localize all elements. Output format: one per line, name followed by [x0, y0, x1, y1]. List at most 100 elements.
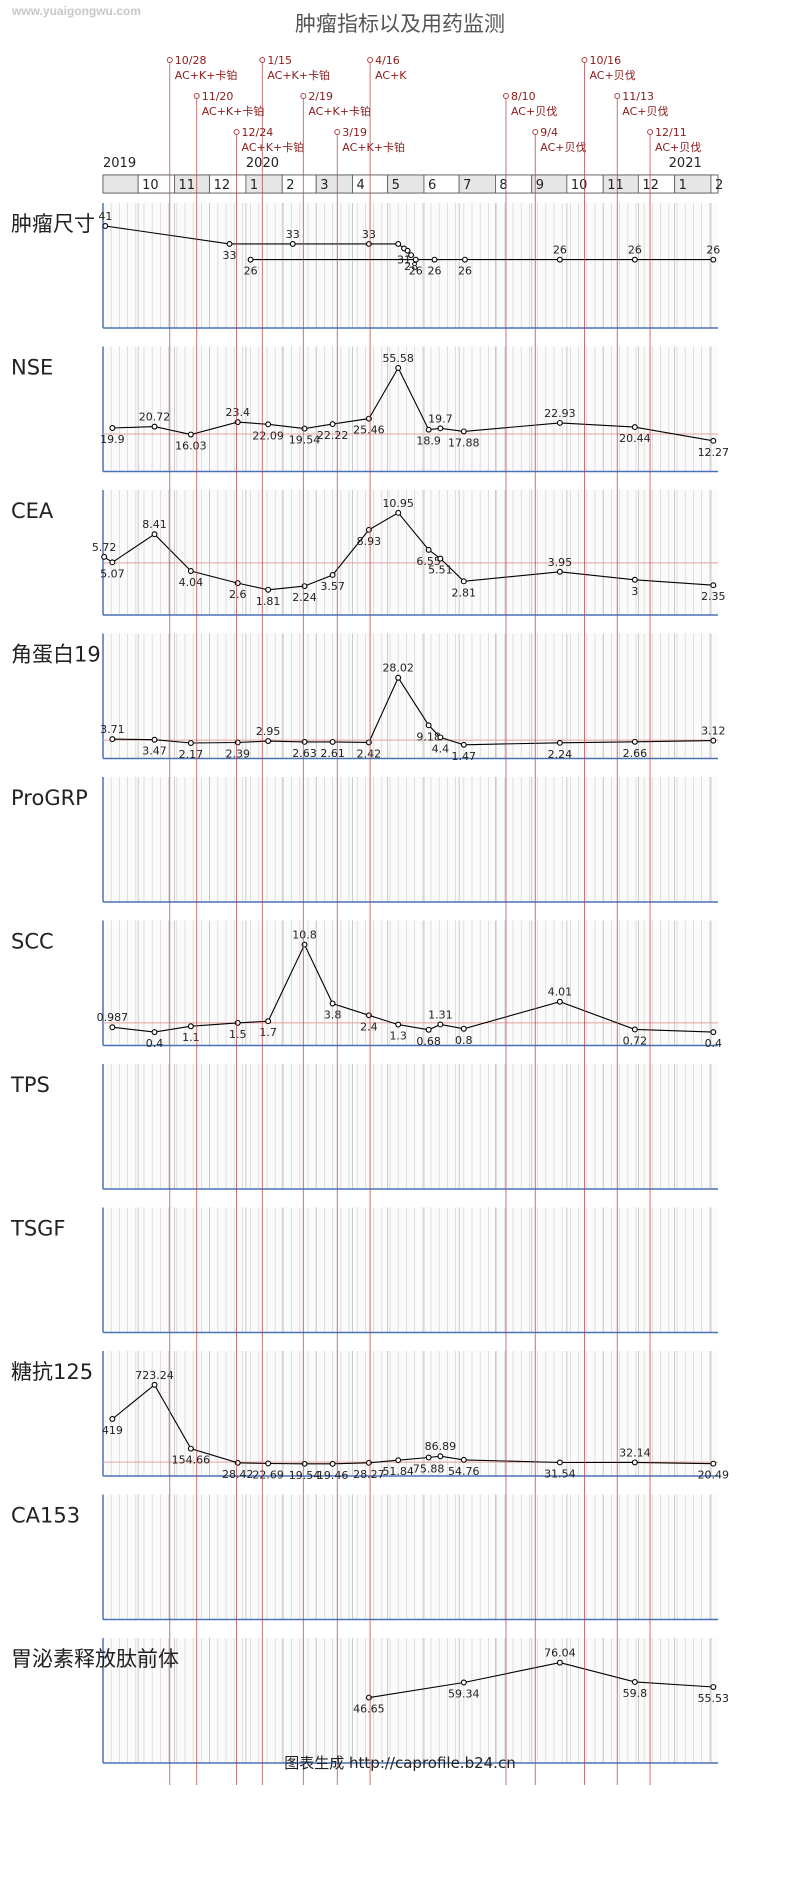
month-label: 12: [642, 178, 659, 193]
data-label: 2.66: [623, 747, 648, 760]
annotation-regimen: AC+贝伐: [540, 141, 586, 154]
data-point: [265, 586, 272, 593]
annotation-date: 10/28: [175, 54, 207, 67]
data-label: 26: [409, 265, 423, 278]
data-label: 0.4: [705, 1037, 723, 1050]
data-point: [301, 425, 308, 432]
data-point: [437, 555, 444, 562]
data-point: [425, 1454, 432, 1461]
data-point: [301, 1460, 308, 1467]
month-cell: [710, 174, 719, 194]
month-label: 7: [463, 178, 471, 193]
annotation-date: 9/4: [540, 126, 558, 139]
data-label: 28.42: [222, 1468, 254, 1481]
data-label: 3.8: [324, 1009, 342, 1022]
panel-name: CA153: [11, 1504, 80, 1528]
data-label: 19.54: [289, 434, 321, 447]
data-point: [187, 740, 194, 746]
panel-background: [103, 1064, 718, 1189]
panel-name: 肿瘤尺寸: [11, 212, 95, 236]
annotation-date: 3/19: [342, 126, 367, 139]
month-label: 2: [715, 178, 723, 193]
data-point: [631, 1459, 638, 1466]
data-point: [151, 423, 158, 430]
panel-background: [103, 1351, 718, 1476]
data-point: [631, 576, 638, 583]
data-label: 26: [458, 265, 472, 278]
panel-3: CEA 5.72 5.07 8.41 4.04 2.6 1.81 2.243.57 8.93 10…: [11, 490, 726, 616]
data-label: 9.18: [416, 730, 441, 743]
data-point: [234, 1459, 241, 1466]
data-label: 0.4: [146, 1037, 164, 1050]
month-label: 11: [178, 178, 195, 193]
data-label: 3: [631, 585, 638, 598]
data-label: 6.55: [416, 555, 441, 568]
data-point: [247, 256, 254, 263]
data-label: 32.14: [619, 1446, 651, 1459]
data-label: 1.7: [259, 1026, 277, 1039]
annotation-marker: [193, 93, 200, 99]
data-point: [234, 419, 241, 426]
month-label: 10: [571, 178, 588, 193]
data-point: [408, 252, 415, 259]
panel-background: [103, 1638, 718, 1763]
annotation-date: 1/15: [267, 54, 292, 67]
data-label: 3.95: [548, 556, 573, 569]
data-label: 25.46: [353, 424, 385, 437]
annotation-regimen: AC+K+卡铂: [202, 104, 265, 118]
data-label: 28: [404, 260, 418, 273]
annotation-marker: [581, 57, 588, 63]
data-point: [226, 240, 233, 247]
data-label: 59.8: [623, 1687, 648, 1700]
month-label: 6: [428, 178, 436, 193]
data-label: 19.7: [428, 412, 453, 425]
annotation-marker: [334, 129, 341, 135]
data-point: [365, 240, 372, 247]
data-label: 2.35: [701, 590, 726, 603]
year-label: 2021: [669, 156, 702, 171]
data-point: [556, 998, 563, 1005]
data-label: 33: [286, 228, 300, 241]
data-point: [460, 1456, 467, 1463]
data-point: [710, 737, 717, 744]
panel-name: 糖抗125: [11, 1360, 93, 1384]
data-label: 19.46: [317, 1469, 349, 1482]
data-point: [631, 424, 638, 431]
data-point: [556, 739, 563, 746]
data-point: [412, 256, 419, 263]
medication-annotations: 10/28AC+K+卡铂11/20AC+K+卡铂12/24AC+K+卡铂1/15…: [166, 54, 701, 1785]
panel-11: 胃泌素释放肽前体 46.65 59.34 76.04 59.8 55.53: [11, 1638, 730, 1764]
data-label: 4.4: [432, 742, 450, 755]
data-label: 723.24: [135, 1369, 174, 1382]
data-label: 8.41: [142, 518, 167, 531]
data-label: 26: [706, 244, 720, 257]
data-point: [151, 1381, 158, 1388]
data-point: [234, 1019, 241, 1026]
annotation-date: 2/19: [308, 90, 333, 103]
data-point: [710, 437, 717, 444]
annotation-date: 8/10: [511, 90, 536, 103]
data-point: [265, 421, 272, 428]
data-label: 10.95: [382, 497, 414, 510]
data-point: [710, 582, 717, 589]
data-label: 22.22: [317, 429, 349, 442]
data-label: 2.17: [179, 748, 204, 761]
data-label: 2.61: [320, 747, 345, 760]
data-point: [556, 1659, 563, 1666]
annotation-date: 10/16: [589, 54, 621, 67]
data-label: 3.57: [320, 580, 345, 593]
data-label: 41: [98, 210, 112, 223]
data-label: 55.53: [698, 1692, 730, 1705]
data-point: [187, 1023, 194, 1030]
data-label: 23.4: [225, 406, 250, 419]
month-cell: [102, 174, 139, 194]
data-label: 1.1: [182, 1031, 200, 1044]
annotation-regimen: AC+K+卡铂: [267, 68, 330, 82]
data-point: [395, 1457, 402, 1464]
annotation-regimen: AC+K+卡铂: [308, 104, 371, 118]
data-point: [289, 240, 296, 247]
data-point: [234, 739, 241, 746]
annotation-date: 12/24: [242, 126, 274, 139]
data-label: 18.9: [416, 435, 441, 448]
